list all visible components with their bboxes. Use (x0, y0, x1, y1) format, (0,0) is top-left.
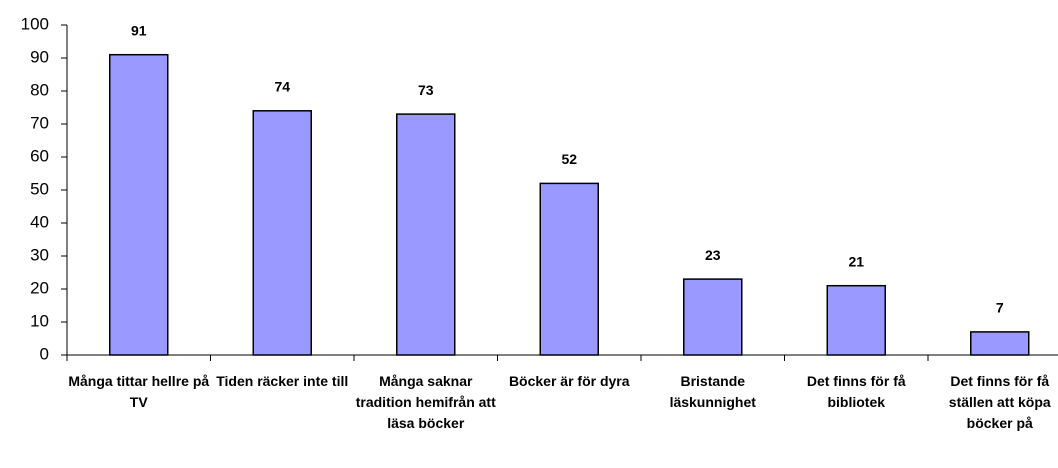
x-tick-label-box: Det finns för få ställen att köpa böcker… (948, 373, 1051, 431)
y-tick-label: 80 (30, 80, 49, 99)
bar (109, 53, 169, 356)
data-label: 91 (131, 22, 147, 38)
x-tick-label: Böcker är för dyra (508, 373, 630, 389)
x-tick-label-box: Bristande läskunnighet (669, 373, 756, 410)
x-tick-label: Tiden räcker inte till (216, 373, 349, 389)
y-tick-label: 10 (30, 311, 49, 330)
bar (683, 278, 743, 356)
data-label: 21 (848, 253, 864, 269)
data-label: 23 (705, 247, 721, 263)
x-tick-label-box: Tiden räcker inte till (216, 373, 349, 389)
x-tick-label: Det finns för få bibliotek (806, 373, 906, 410)
bar (539, 182, 599, 356)
data-label: 73 (418, 82, 434, 98)
x-tick-label: Många tittar hellre på TV (68, 373, 210, 410)
y-tick-label: 40 (30, 212, 49, 231)
data-label: 7 (996, 300, 1004, 316)
bar (970, 331, 1030, 356)
x-tick-label: Det finns för få ställen att köpa böcker… (948, 373, 1051, 431)
y-tick-label: 70 (30, 113, 49, 132)
y-tick-label: 30 (30, 245, 49, 264)
data-label: 52 (561, 151, 577, 167)
x-tick-label: Bristande läskunnighet (669, 373, 756, 410)
y-tick-label: 90 (30, 47, 49, 66)
x-tick-label-box: Många saknar tradition hemifrån att läsa… (355, 373, 496, 431)
x-tick-label-box: Böcker är för dyra (508, 373, 630, 389)
data-label: 74 (274, 79, 290, 95)
x-tick-label: Många saknar tradition hemifrån att läsa… (355, 373, 496, 431)
x-tick-label-box: Många tittar hellre på TV (68, 373, 210, 410)
x-tick-label-box: Det finns för få bibliotek (806, 373, 906, 410)
y-tick-label: 60 (30, 146, 49, 165)
y-tick-label: 50 (30, 179, 49, 198)
y-tick-label: 100 (21, 14, 49, 33)
bar (252, 110, 312, 356)
bar (826, 284, 886, 356)
y-tick-label: 20 (30, 278, 49, 297)
y-tick-label: 0 (40, 344, 49, 363)
bar (396, 113, 456, 356)
